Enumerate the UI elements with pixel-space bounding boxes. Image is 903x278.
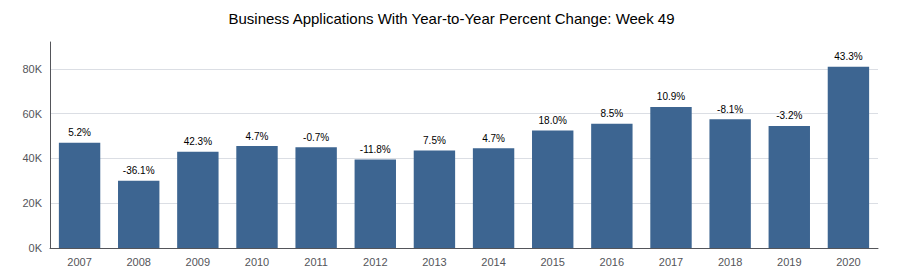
svg-text:2007: 2007 — [67, 256, 91, 268]
svg-text:Business Applications With Yea: Business Applications With Year-to-Year … — [228, 10, 674, 27]
svg-text:4.7%: 4.7% — [246, 131, 269, 142]
svg-text:43.3%: 43.3% — [834, 51, 862, 62]
svg-text:0K: 0K — [29, 242, 43, 254]
svg-text:2019: 2019 — [777, 256, 801, 268]
svg-text:2015: 2015 — [540, 256, 564, 268]
svg-text:80K: 80K — [22, 63, 42, 75]
svg-text:-3.2%: -3.2% — [776, 110, 802, 121]
svg-text:60K: 60K — [22, 108, 42, 120]
svg-text:8.5%: 8.5% — [600, 108, 623, 119]
svg-text:-8.1%: -8.1% — [717, 104, 743, 115]
svg-text:-11.8%: -11.8% — [360, 144, 391, 155]
svg-text:40K: 40K — [22, 152, 42, 164]
svg-text:-0.7%: -0.7% — [303, 132, 329, 143]
svg-text:18.0%: 18.0% — [539, 115, 567, 126]
svg-text:-36.1%: -36.1% — [123, 165, 155, 176]
svg-text:2013: 2013 — [422, 256, 446, 268]
svg-text:2008: 2008 — [126, 256, 150, 268]
svg-text:2014: 2014 — [481, 256, 505, 268]
svg-text:2016: 2016 — [600, 256, 624, 268]
svg-text:2018: 2018 — [718, 256, 742, 268]
svg-text:2017: 2017 — [659, 256, 683, 268]
svg-text:2009: 2009 — [186, 256, 210, 268]
svg-text:4.7%: 4.7% — [482, 133, 505, 144]
svg-text:2011: 2011 — [304, 256, 328, 268]
svg-text:20K: 20K — [22, 197, 42, 209]
svg-text:7.5%: 7.5% — [423, 135, 446, 146]
svg-text:42.3%: 42.3% — [184, 136, 212, 147]
svg-text:10.9%: 10.9% — [657, 91, 685, 102]
svg-text:2012: 2012 — [363, 256, 387, 268]
svg-text:5.2%: 5.2% — [68, 127, 91, 138]
svg-text:2010: 2010 — [245, 256, 269, 268]
svg-text:2020: 2020 — [836, 256, 860, 268]
